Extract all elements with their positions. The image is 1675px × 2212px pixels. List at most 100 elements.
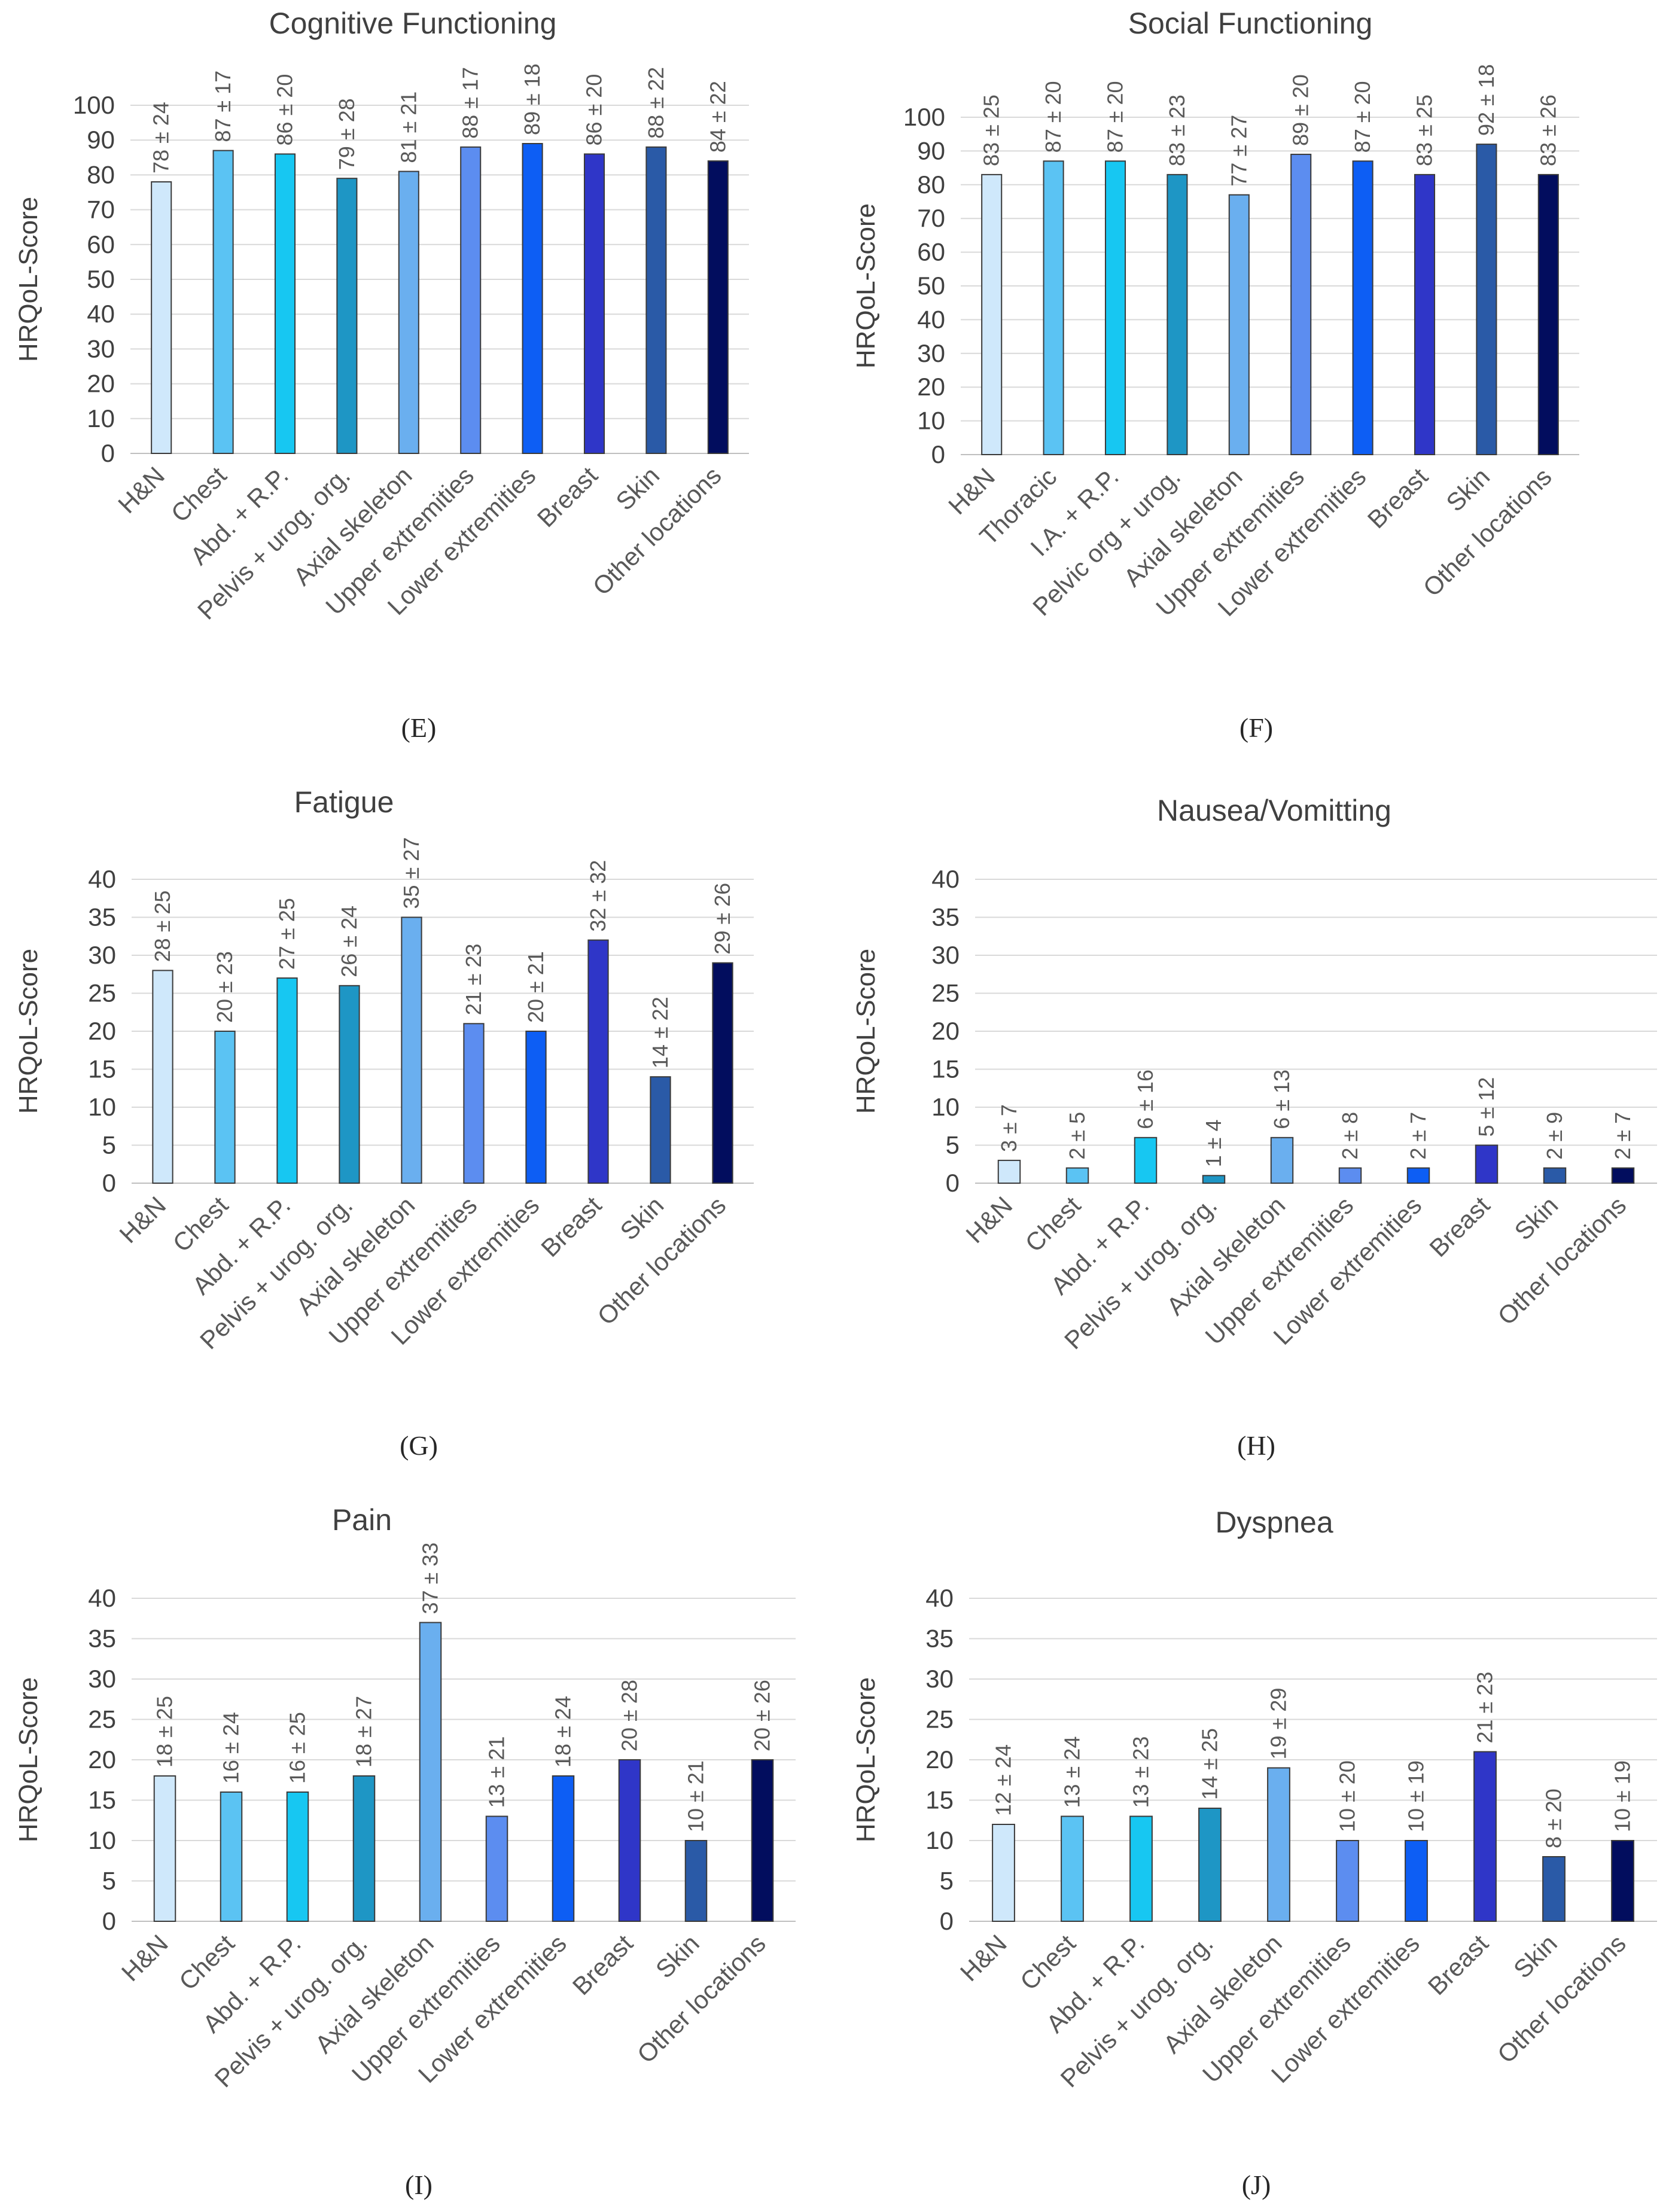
bar — [1542, 1856, 1566, 1922]
bar — [212, 150, 234, 454]
chart-J: Dyspnea HRQoL-Score 0 5 10 15 20 25 30 35 40 12 ± 2… — [851, 1506, 1657, 2093]
y-tick-label: 40 — [925, 1584, 954, 1612]
data-label: 20 ± 26 — [750, 1680, 775, 1751]
y-tick-label: 10 — [931, 1093, 960, 1121]
data-label: 2 ± 7 — [1610, 1112, 1635, 1160]
bar — [1414, 173, 1436, 455]
bar — [525, 1031, 547, 1184]
y-tick-label: 30 — [931, 941, 960, 969]
bar — [751, 1759, 774, 1922]
bar — [1476, 144, 1497, 455]
data-label: 10 ± 21 — [684, 1760, 708, 1832]
y-tick-label: 5 — [102, 1867, 116, 1895]
bar — [1611, 1840, 1634, 1922]
y-tick-label: 0 — [101, 439, 115, 467]
y-tick-label: 10 — [87, 404, 115, 432]
y-tick-label: 5 — [940, 1867, 954, 1895]
data-label: 19 ± 29 — [1266, 1688, 1291, 1760]
x-tick-label: Breast — [567, 1929, 638, 2000]
y-tick-label: 25 — [88, 1705, 116, 1733]
y-tick-label: 15 — [925, 1786, 954, 1814]
bar — [645, 146, 667, 454]
data-label: 78 ± 24 — [149, 102, 173, 173]
data-label: 92 ± 18 — [1474, 64, 1499, 136]
y-tick-label: 25 — [931, 979, 960, 1007]
bar — [1065, 1167, 1089, 1184]
data-label: 2 ± 9 — [1542, 1112, 1567, 1160]
data-label: 77 ± 27 — [1226, 115, 1251, 187]
data-label: 87 ± 17 — [211, 71, 235, 142]
bar — [336, 178, 358, 454]
data-label: 13 ± 24 — [1060, 1736, 1085, 1808]
bar — [339, 985, 360, 1184]
y-tick-label: 20 — [88, 1745, 116, 1774]
data-label: 28 ± 25 — [150, 891, 175, 962]
bar — [352, 1775, 376, 1922]
x-tick-label: H&N — [960, 1191, 1018, 1248]
data-label: 2 ± 8 — [1338, 1112, 1362, 1160]
panel-letter-I: (I) — [405, 2170, 433, 2200]
data-label: 27 ± 25 — [275, 898, 299, 970]
data-label: 12 ± 24 — [991, 1744, 1016, 1816]
y-tick-label: 5 — [102, 1131, 116, 1159]
bar — [1473, 1751, 1497, 1922]
x-tick-label: Chest — [1015, 1929, 1081, 1995]
bar — [1104, 160, 1126, 455]
bar — [1405, 1840, 1428, 1922]
y-tick-label: 90 — [917, 136, 945, 164]
data-label: 87 ± 20 — [1350, 81, 1375, 153]
chart-E: Cognitive Functioning HRQoL-Score 0 10 20 30 4… — [14, 7, 749, 625]
bar — [214, 1031, 236, 1184]
x-tick-label: Skin — [1509, 1191, 1563, 1245]
y-tick-label: 15 — [88, 1786, 116, 1814]
y-tick-label: 100 — [73, 91, 115, 119]
bar — [1043, 160, 1064, 455]
bar — [522, 143, 543, 454]
data-label: 89 ± 18 — [520, 63, 544, 135]
y-tick-label: 20 — [925, 1745, 954, 1774]
chart-title: Pain — [332, 1503, 392, 1537]
y-tick-label: 40 — [88, 1584, 116, 1612]
bar — [1537, 173, 1559, 455]
y-tick-label: 80 — [87, 160, 115, 188]
bar — [1338, 1167, 1362, 1184]
y-axis-label: HRQoL-Score — [14, 949, 43, 1114]
data-label: 20 ± 23 — [212, 951, 237, 1023]
panel-letter-J: (J) — [1241, 2170, 1271, 2200]
data-label: 84 ± 22 — [705, 81, 730, 153]
y-tick-label: 0 — [946, 1169, 960, 1197]
y-tick-label: 20 — [917, 373, 945, 401]
data-label: 87 ± 20 — [1103, 81, 1128, 153]
x-tick-label: Breast — [535, 1191, 607, 1262]
y-tick-label: 80 — [917, 170, 945, 199]
y-tick-label: 30 — [88, 941, 116, 969]
y-tick-label: 30 — [88, 1665, 116, 1693]
data-label: 8 ± 20 — [1542, 1789, 1566, 1848]
data-label: 2 ± 5 — [1065, 1112, 1089, 1160]
y-tick-label: 40 — [931, 865, 960, 893]
bar — [152, 970, 173, 1184]
panel-G: Fatigue HRQoL-Score 0 5 10 15 20 25 30 35 40 28 ± 2… — [0, 737, 838, 1474]
x-tick-label: H&N — [114, 1191, 171, 1248]
bar — [1129, 1815, 1153, 1922]
y-axis-label: HRQoL-Score — [851, 203, 881, 368]
bar — [151, 181, 172, 454]
y-tick-label: 10 — [88, 1826, 116, 1854]
bar — [707, 160, 729, 454]
chart-I: Pain HRQoL-Score 0 5 10 15 20 25 30 35 40 18 ± 25 H&… — [14, 1503, 796, 2093]
data-label: 88 ± 22 — [644, 67, 668, 139]
y-tick-label: 40 — [88, 865, 116, 893]
chart-title: Cognitive Functioning — [269, 7, 557, 40]
y-tick-label: 70 — [87, 196, 115, 224]
y-tick-label: 20 — [931, 1017, 960, 1045]
y-tick-label: 10 — [88, 1093, 116, 1121]
bar — [276, 977, 298, 1184]
panel-I: Pain HRQoL-Score 0 5 10 15 20 25 30 35 40 18 ± 25 H&… — [0, 1474, 838, 2211]
y-tick-label: 25 — [88, 979, 116, 1007]
bar — [1134, 1137, 1158, 1184]
panel-F: Social Functioning HRQoL-Score 0 10 20 30 40 50… — [838, 0, 1675, 743]
data-label: 37 ± 33 — [418, 1543, 443, 1614]
x-tick-label: Other locations — [1492, 1929, 1631, 2068]
bar — [1475, 1144, 1499, 1184]
y-tick-label: 10 — [917, 407, 945, 435]
